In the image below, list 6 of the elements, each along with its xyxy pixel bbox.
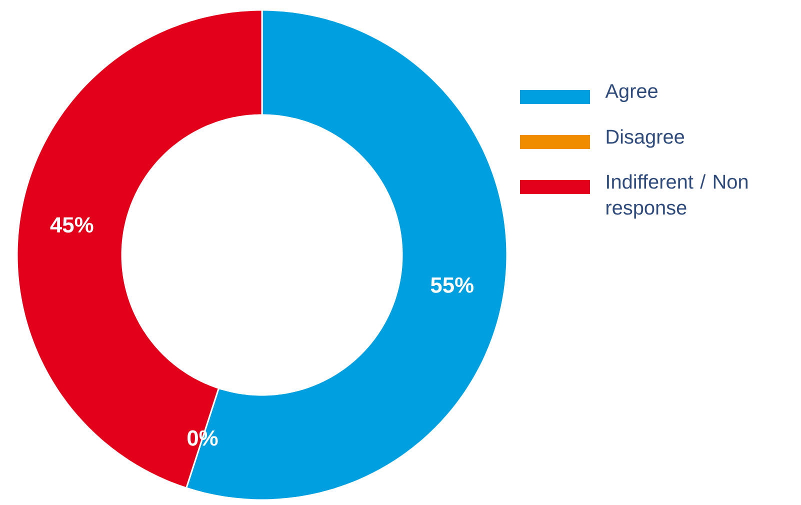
- text: 0%: [188, 430, 218, 446]
- data-label: 55%: [430, 277, 474, 293]
- data-label: 45%: [50, 217, 94, 233]
- legend-label: Indifferent / Non response: [606, 174, 748, 219]
- legend-label: Disagree: [606, 129, 684, 148]
- legend-label: Agree: [605, 84, 658, 102]
